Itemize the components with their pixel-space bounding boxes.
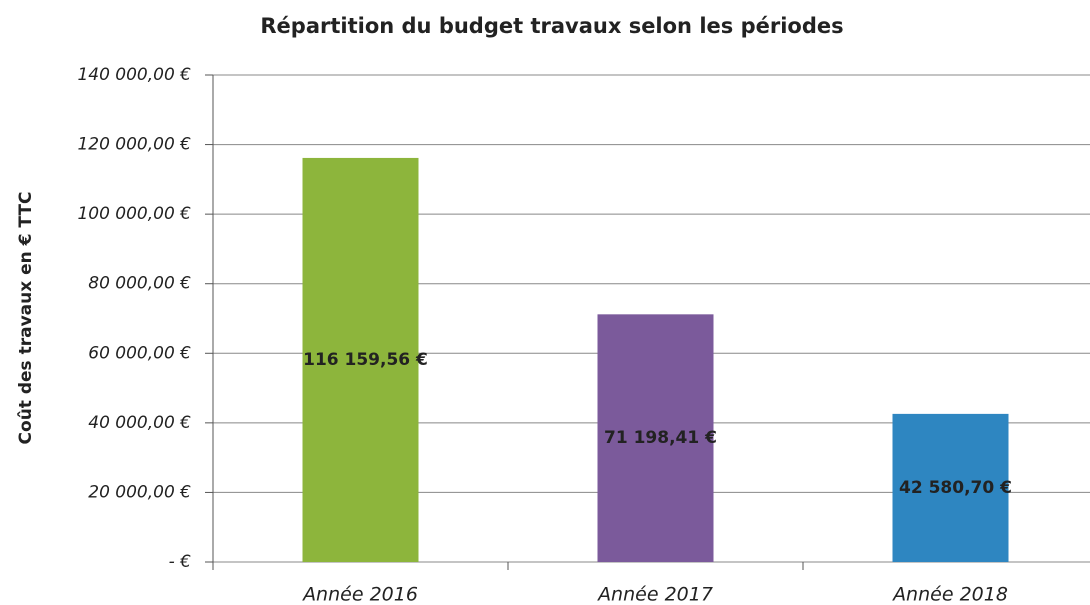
y-tick-label: 20 000,00 € (88, 482, 191, 502)
data-label: 42 580,70 € (899, 478, 1012, 498)
y-tick-label: 120 000,00 € (77, 135, 191, 155)
y-tick-label: 80 000,00 € (88, 274, 191, 294)
y-tick-label: 140 000,00 € (77, 65, 191, 85)
y-axis-label: Coût des travaux en € TTC (16, 192, 36, 445)
x-tick-label: Année 2018 (891, 584, 1008, 605)
y-tick-label: 40 000,00 € (88, 413, 191, 433)
x-tick-label: Année 2017 (596, 584, 713, 605)
y-tick-label: - € (169, 552, 192, 572)
bar (597, 314, 714, 562)
y-tick-label: 100 000,00 € (77, 204, 191, 224)
bar (302, 157, 419, 563)
chart-title: Répartition du budget travaux selon les … (260, 14, 843, 38)
bar (892, 413, 1009, 562)
x-tick-label: Année 2016 (301, 584, 418, 605)
y-tick-label: 60 000,00 € (88, 343, 191, 363)
data-label: 116 159,56 € (303, 350, 428, 370)
data-label: 71 198,41 € (604, 428, 717, 448)
